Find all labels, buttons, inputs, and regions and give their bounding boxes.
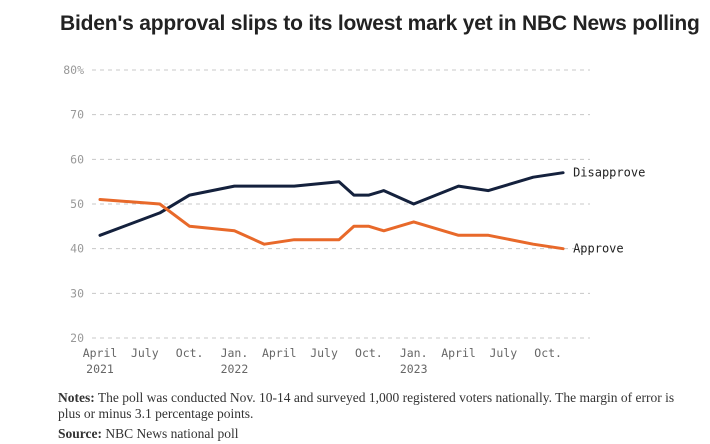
x-tick-label: July	[131, 346, 159, 360]
source-text: NBC News national poll	[105, 426, 239, 441]
y-tick-label: 50	[70, 197, 84, 211]
x-tick-label: Jan.	[400, 346, 428, 360]
chart-notes: Notes: The poll was conducted Nov. 10-14…	[58, 390, 678, 422]
series-labels: Disapprove Approve	[573, 166, 645, 256]
x-tick-label: April	[83, 346, 118, 360]
x-tick-label: April	[441, 346, 476, 360]
y-tick-label: 80%	[63, 63, 84, 77]
x-axis-ticks: April 2021 July Oct. Jan. 2022 April July Oct. Ja…	[83, 346, 562, 376]
y-tick-label: 20	[70, 331, 84, 345]
notes-text: The poll was conducted Nov. 10-14 and su…	[58, 390, 675, 421]
x-tick-label: Jan.	[221, 346, 249, 360]
x-tick-label: Oct.	[534, 346, 562, 360]
x-tick-year-label: 2022	[221, 362, 249, 376]
y-tick-label: 30	[70, 286, 84, 300]
grid-lines	[92, 69, 590, 339]
y-tick-label: 40	[70, 242, 84, 256]
x-tick-label: Oct.	[176, 346, 204, 360]
series-line-disapprove	[98, 171, 565, 237]
series-lines	[98, 171, 565, 251]
notes-label: Notes:	[58, 390, 95, 405]
x-tick-label: Oct.	[355, 346, 383, 360]
y-tick-label: 70	[70, 108, 84, 122]
source-label: Source:	[58, 426, 102, 441]
x-tick-label: July	[310, 346, 338, 360]
y-axis-ticks: 20 30 40 50 60 70 80%	[63, 63, 84, 345]
chart-title: Biden's approval slips to its lowest mar…	[60, 12, 700, 35]
x-tick-label: July	[489, 346, 517, 360]
series-label-approve: Approve	[573, 242, 624, 256]
series-line-approve	[98, 198, 565, 251]
series-label-disapprove: Disapprove	[573, 166, 645, 180]
x-tick-year-label: 2021	[86, 362, 114, 376]
chart-source: Source: NBC News national poll	[58, 426, 239, 442]
x-tick-year-label: 2023	[400, 362, 428, 376]
y-tick-label: 60	[70, 152, 84, 166]
x-tick-label: April	[262, 346, 297, 360]
